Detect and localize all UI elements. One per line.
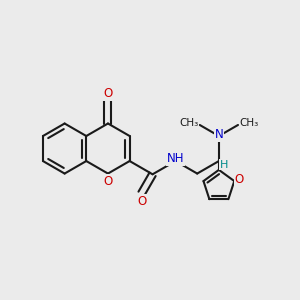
Text: N: N [214, 128, 223, 141]
Text: O: O [103, 175, 112, 188]
Text: H: H [220, 160, 228, 170]
Text: O: O [235, 173, 244, 186]
Text: O: O [137, 195, 146, 208]
Text: CH₃: CH₃ [239, 118, 259, 128]
Text: CH₃: CH₃ [179, 118, 198, 128]
Text: O: O [103, 87, 112, 100]
Text: NH: NH [167, 152, 184, 165]
